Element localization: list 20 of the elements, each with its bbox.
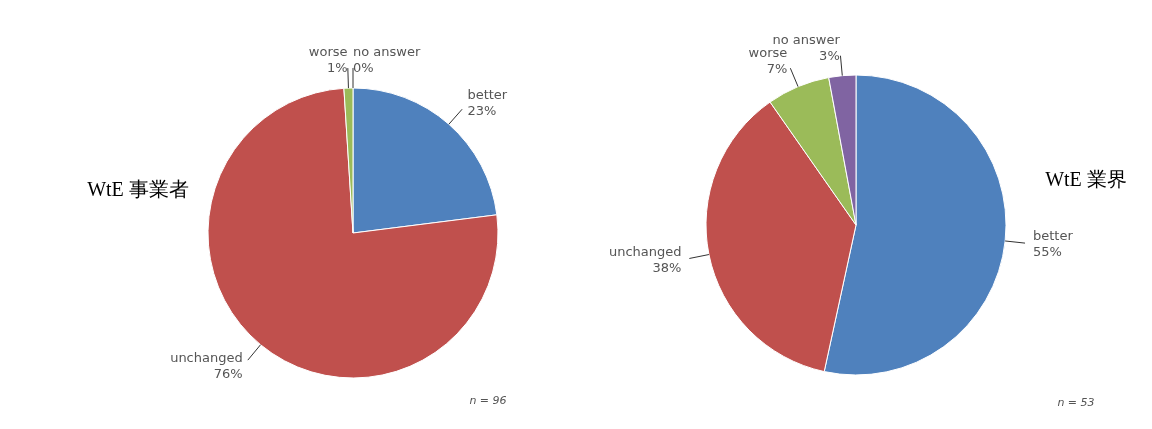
data-label: 3% xyxy=(819,47,840,63)
slice-label: unchanged xyxy=(170,350,243,366)
slice-label: worse xyxy=(308,44,348,60)
text: WtE 事業者 xyxy=(86,177,190,202)
data-label: 1% xyxy=(326,60,348,76)
data-label: 55% xyxy=(1032,243,1062,259)
category-label: no answer xyxy=(353,44,421,59)
data-label: 7% xyxy=(766,60,788,76)
slice-label: better xyxy=(467,87,508,103)
slice-label: no answer xyxy=(772,31,841,47)
slice-label: worse xyxy=(748,44,788,60)
data-label: 23% xyxy=(467,103,497,119)
text: WtE 業界 xyxy=(1044,167,1128,192)
slice-label: better xyxy=(1032,227,1074,243)
text: n = 96 xyxy=(468,394,508,407)
data-label: 76% xyxy=(213,366,243,382)
slice-label: unchanged xyxy=(608,244,682,260)
data-label: 38% xyxy=(652,260,682,276)
text: n = 53 xyxy=(1056,396,1096,409)
text: 0% xyxy=(353,60,374,75)
